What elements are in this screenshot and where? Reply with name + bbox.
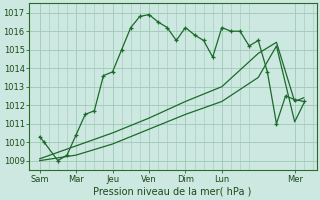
X-axis label: Pression niveau de la mer( hPa ): Pression niveau de la mer( hPa ) <box>93 187 252 197</box>
